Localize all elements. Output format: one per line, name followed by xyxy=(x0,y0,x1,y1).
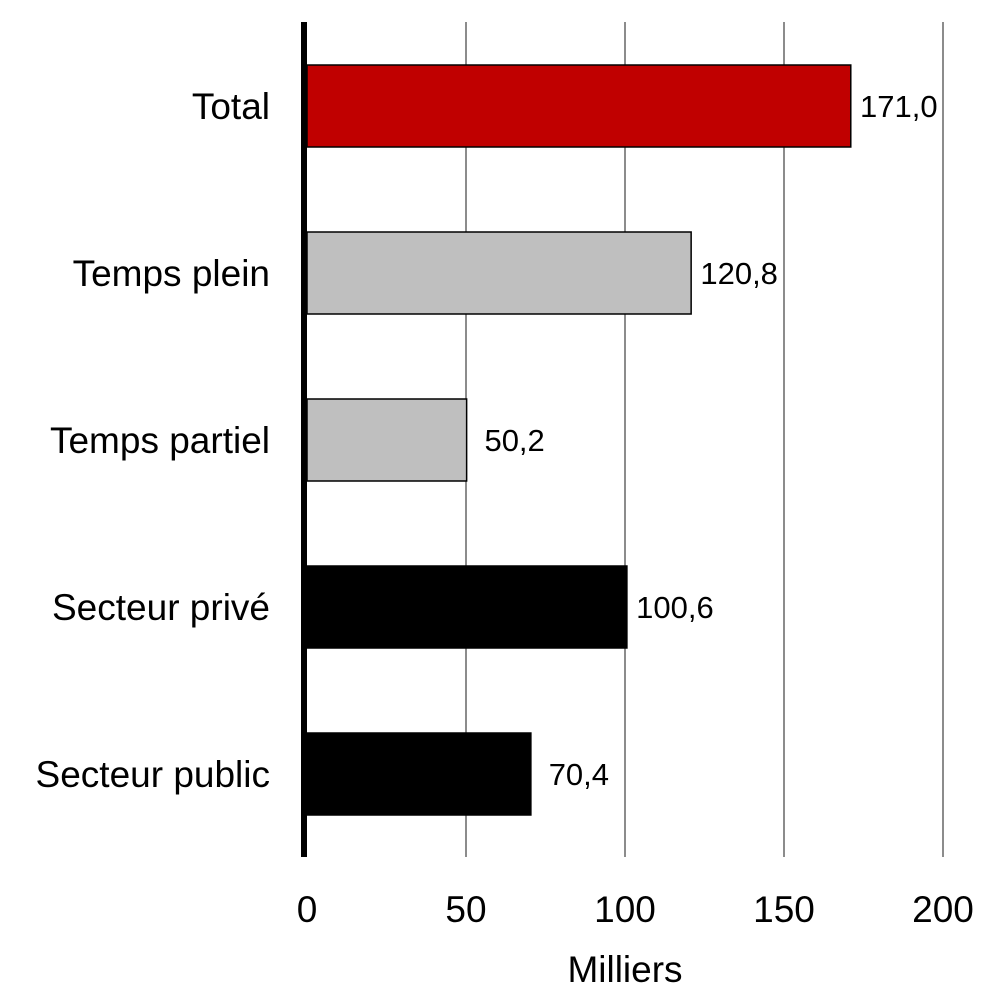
bar xyxy=(306,732,532,816)
value-label: 171,0 xyxy=(860,89,938,124)
value-label: 50,2 xyxy=(484,423,544,458)
category-label: Temps plein xyxy=(73,253,270,294)
value-label: 120,8 xyxy=(700,256,778,291)
x-tick-label: 100 xyxy=(594,889,656,930)
category-label: Total xyxy=(192,86,270,127)
x-tick-label: 0 xyxy=(297,889,318,930)
category-label: Temps partiel xyxy=(50,420,270,461)
bar xyxy=(306,231,692,315)
bar xyxy=(306,398,468,482)
value-label: 70,4 xyxy=(549,757,609,792)
bar xyxy=(306,64,852,148)
x-tick-label: 150 xyxy=(753,889,815,930)
bars-group xyxy=(306,64,852,816)
bar xyxy=(306,565,628,649)
x-tick-label: 50 xyxy=(445,889,486,930)
x-tick-label: 200 xyxy=(912,889,974,930)
value-label: 100,6 xyxy=(636,590,714,625)
x-tick-labels: 0 50 100 150 200 xyxy=(297,889,974,930)
category-label: Secteur public xyxy=(36,754,270,795)
category-labels: Total Temps plein Temps partiel Secteur pri… xyxy=(36,86,270,795)
value-labels: 171,0 120,8 50,2 100,6 70,4 xyxy=(484,89,937,792)
x-axis-title: Milliers xyxy=(567,949,682,990)
category-label: Secteur privé xyxy=(52,587,270,628)
